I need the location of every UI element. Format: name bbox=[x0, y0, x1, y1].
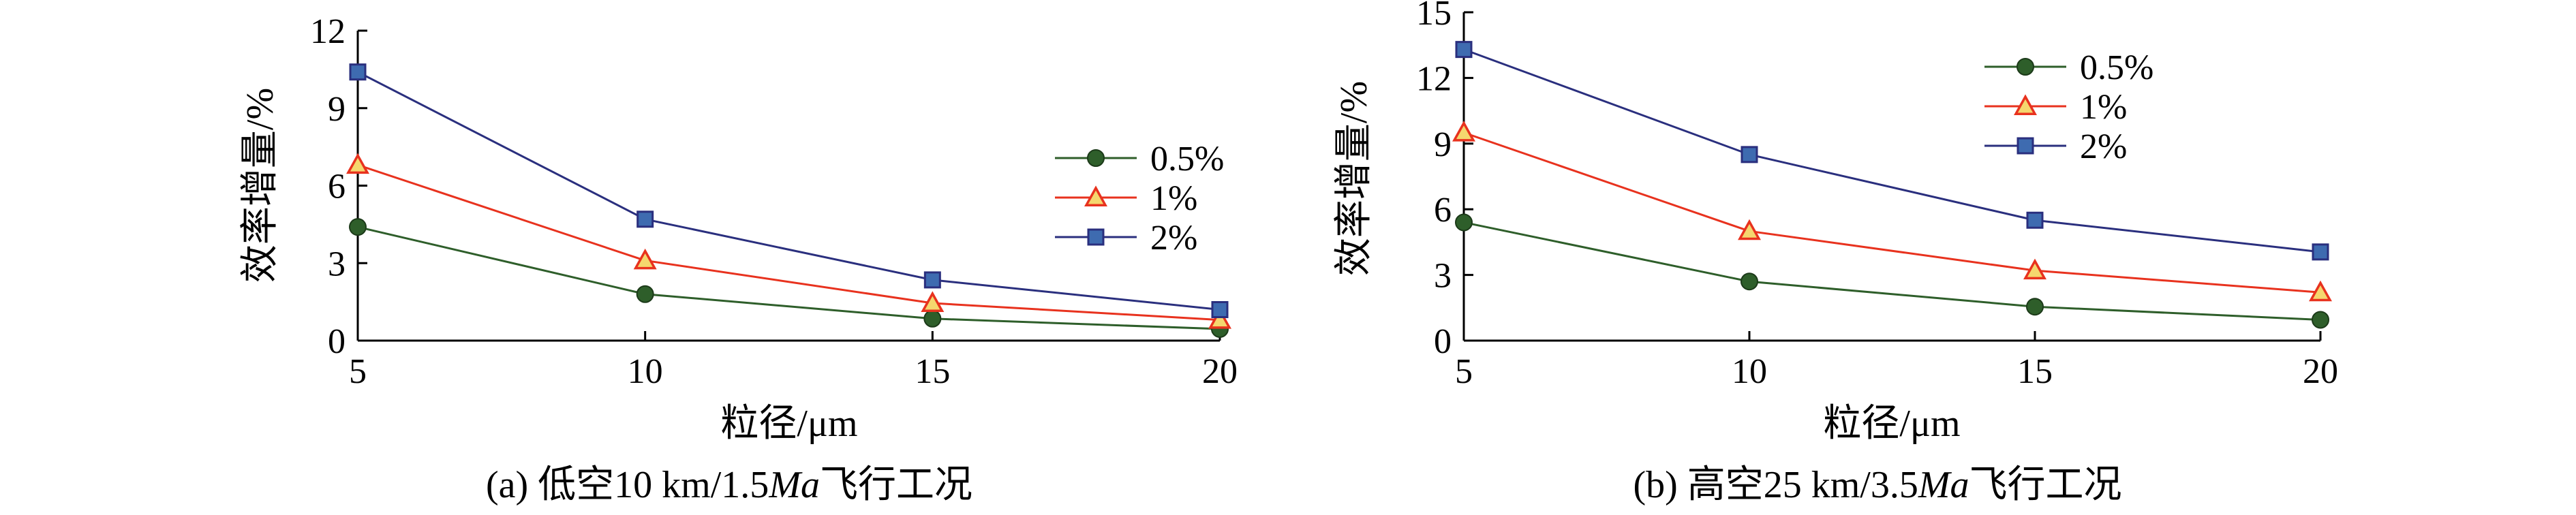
data-point bbox=[2309, 280, 2332, 302]
legend-marker bbox=[1087, 228, 1105, 246]
data-point bbox=[637, 210, 654, 228]
y-tick-label: 6 bbox=[328, 168, 346, 206]
y-tick-label: 9 bbox=[328, 90, 346, 129]
legend-marker bbox=[1084, 185, 1107, 206]
series-line-0 bbox=[357, 225, 1221, 330]
y-tick-label: 12 bbox=[310, 12, 346, 51]
data-point bbox=[346, 153, 369, 174]
data-point bbox=[921, 291, 945, 312]
y-axis-label: 效率增量/% bbox=[1333, 81, 1375, 276]
x-tick-label: 10 bbox=[628, 352, 663, 391]
y-tick-label: 6 bbox=[1434, 191, 1452, 230]
legend-marker bbox=[2014, 94, 2037, 115]
x-axis-label: 粒径/μm bbox=[1823, 403, 1960, 445]
data-point bbox=[1741, 272, 1758, 291]
caption-italic: Ma bbox=[1918, 464, 1969, 506]
y-tick-label: 9 bbox=[1434, 125, 1452, 164]
data-point bbox=[923, 271, 941, 289]
legend-label: 0.5% bbox=[1150, 140, 1224, 178]
x-tick-label: 20 bbox=[2303, 352, 2338, 391]
data-point bbox=[1211, 301, 1229, 318]
legend-label: 2% bbox=[2080, 127, 2127, 166]
data-point bbox=[2026, 298, 2044, 316]
data-point bbox=[2023, 258, 2046, 280]
data-point bbox=[1208, 308, 1231, 329]
caption-suffix: 飞行工况 bbox=[820, 464, 972, 506]
data-point bbox=[1455, 41, 1473, 59]
legend-label: 1% bbox=[1150, 179, 1197, 218]
series-line-1 bbox=[1463, 131, 2321, 294]
data-point bbox=[1738, 219, 1761, 240]
data-point bbox=[349, 63, 367, 81]
legend-marker bbox=[1087, 149, 1105, 167]
legend-label: 2% bbox=[1150, 219, 1197, 258]
legend-label: 0.5% bbox=[2080, 48, 2153, 87]
x-tick-label: 5 bbox=[1455, 352, 1473, 391]
data-point bbox=[636, 285, 654, 303]
chart-b: 0 3 6 9 12 15 5 10 15 20 效率增量/% 粒径/μm (b) 高空25 km/3.… bbox=[1333, 0, 2338, 506]
y-tick-label: 15 bbox=[1416, 0, 1452, 33]
series-line-1 bbox=[357, 163, 1221, 322]
data-point bbox=[2312, 311, 2329, 329]
y-tick-label: 0 bbox=[328, 322, 346, 361]
x-tick-label: 15 bbox=[915, 352, 950, 391]
x-tick-label: 20 bbox=[1202, 352, 1238, 391]
caption-prefix: (a) 低空10 km/1.5 bbox=[486, 464, 769, 506]
x-tick-label: 5 bbox=[349, 352, 367, 391]
x-tick-label: 15 bbox=[2017, 352, 2053, 391]
caption-prefix: (b) 高空25 km/3.5 bbox=[1633, 464, 1918, 506]
y-axis-label: 效率增量/% bbox=[239, 88, 281, 283]
y-tick-label: 3 bbox=[328, 245, 346, 283]
data-point bbox=[1452, 121, 1475, 142]
data-point bbox=[633, 248, 657, 270]
data-point bbox=[349, 218, 367, 236]
x-tick-label: 10 bbox=[1732, 352, 1767, 391]
chart-a: 0 3 6 9 12 5 10 15 20 效率增量/% 粒径/μm (a) 低空10 km/1.5M… bbox=[239, 12, 1238, 506]
series-line-0 bbox=[1463, 221, 2321, 321]
data-point bbox=[2312, 243, 2329, 261]
series-line-2 bbox=[1463, 48, 2321, 253]
legend: 0.5%1%2% bbox=[1055, 140, 1224, 258]
chart-caption: (b) 高空25 km/3.5Ma飞行工况 bbox=[1633, 464, 2121, 506]
caption-suffix: 飞行工况 bbox=[1969, 464, 2122, 506]
legend-label: 1% bbox=[2080, 88, 2127, 127]
caption-italic: Ma bbox=[768, 464, 820, 506]
y-tick-label: 0 bbox=[1434, 322, 1452, 361]
data-point bbox=[1455, 213, 1473, 232]
data-point bbox=[1741, 146, 1758, 163]
y-tick-label: 3 bbox=[1434, 257, 1452, 296]
series-line-2 bbox=[357, 71, 1221, 311]
legend-marker bbox=[2017, 58, 2034, 76]
data-point bbox=[923, 309, 942, 328]
data-point bbox=[2026, 211, 2044, 229]
chart-caption: (a) 低空10 km/1.5Ma飞行工况 bbox=[486, 464, 972, 506]
x-axis-label: 粒径/μm bbox=[720, 403, 857, 445]
legend: 0.5%1%2% bbox=[1984, 48, 2153, 166]
y-tick-label: 12 bbox=[1416, 59, 1452, 98]
legend-marker bbox=[2017, 137, 2034, 155]
